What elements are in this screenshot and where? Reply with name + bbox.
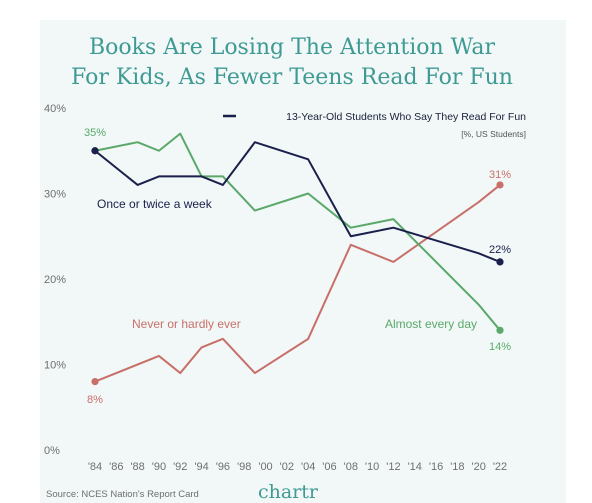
label-end-never-or-hardly-ever: 31%: [489, 169, 511, 181]
data-point-never-or-hardly-ever: [496, 181, 504, 189]
label-end-almost-every-day: 14%: [489, 341, 511, 353]
label-start-never-or-hardly-ever: 8%: [87, 394, 103, 406]
x-tick-label: '12: [386, 461, 400, 473]
brand-logo: chartr: [258, 481, 319, 503]
y-tick-label: 20%: [44, 274, 66, 286]
y-tick-label: 40%: [44, 103, 66, 115]
y-tick-label: 10%: [44, 360, 66, 372]
y-tick-label: 0%: [44, 445, 60, 457]
data-point-never-or-hardly-ever: [91, 378, 99, 386]
x-tick-label: '94: [194, 461, 208, 473]
source-note: Source: NCES Nation's Report Card: [46, 489, 199, 500]
y-tick-label: 30%: [44, 189, 66, 201]
x-tick-label: '16: [429, 461, 443, 473]
data-point-once-or-twice-a-week: [91, 147, 99, 155]
series-line-almost-every-day: [94, 132, 501, 332]
chart-title-line-2: For Kids, As Fewer Teens Read For Fun: [71, 65, 513, 90]
series-label-once-or-twice-a-week: Once or twice a week: [97, 197, 213, 211]
x-tick-label: '02: [280, 461, 294, 473]
x-tick-label: '20: [472, 461, 486, 473]
chart-title-line-1: Books Are Losing The Attention War: [89, 35, 495, 60]
x-tick-label: '08: [344, 461, 358, 473]
x-tick-label: '04: [301, 461, 315, 473]
series-line-never-or-hardly-ever: [94, 183, 501, 383]
legend-units: [%, US Students]: [461, 129, 526, 139]
label-start-almost-every-day: 35%: [84, 127, 106, 139]
x-tick-label: '96: [216, 461, 230, 473]
x-tick-label: '00: [258, 461, 272, 473]
x-tick-label: '92: [173, 461, 187, 473]
x-tick-label: '90: [152, 461, 166, 473]
x-tick-label: '10: [365, 461, 379, 473]
x-tick-label: '88: [130, 461, 144, 473]
data-point-once-or-twice-a-week: [496, 258, 504, 266]
data-point-almost-every-day: [496, 326, 504, 334]
x-tick-label: '84: [88, 461, 102, 473]
x-tick-label: '18: [450, 461, 464, 473]
x-tick-label: '98: [237, 461, 251, 473]
label-end-once-or-twice-a-week: 22%: [489, 244, 511, 256]
x-tick-label: '06: [322, 461, 336, 473]
series-label-almost-every-day: Almost every day: [385, 317, 477, 331]
legend-label: 13-Year-Old Students Who Say They Read F…: [286, 111, 526, 123]
x-tick-label: '14: [408, 461, 422, 473]
series-line-once-or-twice-a-week: [94, 141, 501, 263]
series-label-never-or-hardly-ever: Never or hardly ever: [132, 317, 241, 331]
x-tick-label: '86: [109, 461, 123, 473]
line-chart: Books Are Losing The Attention War For K…: [44, 35, 526, 503]
chart-card: Books Are Losing The Attention War For K…: [40, 20, 566, 503]
x-tick-label: '22: [493, 461, 507, 473]
